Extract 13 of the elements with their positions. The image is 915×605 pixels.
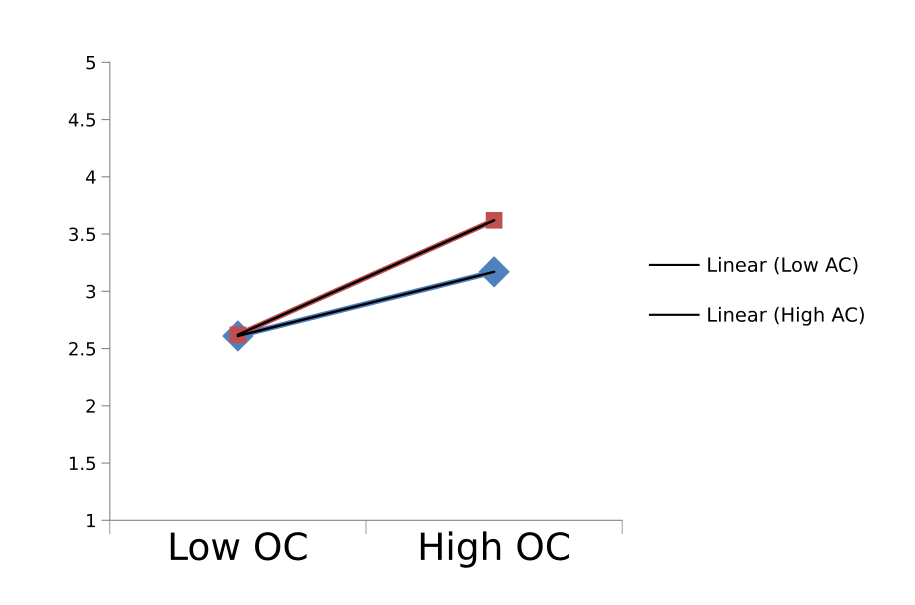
y-tick-label: 3 <box>86 284 96 298</box>
y-tick-label: 1 <box>87 514 95 528</box>
y-tick-label: 2 <box>86 399 95 413</box>
y-tick-label: 1.5 <box>70 456 96 470</box>
y-tick-label: 4.5 <box>68 113 96 127</box>
y-tick-label: 4 <box>86 170 96 184</box>
y-tick-label: 2.5 <box>69 342 96 356</box>
x-tick-label: High OC <box>420 531 569 568</box>
y-tick-label: 5 <box>86 56 96 70</box>
y-tick-label: 3.5 <box>69 228 96 242</box>
legend-label: Linear (High AC) <box>708 306 864 326</box>
legend-label: Linear (Low AC) <box>708 256 858 274</box>
x-tick-label: Low OC <box>170 532 307 560</box>
